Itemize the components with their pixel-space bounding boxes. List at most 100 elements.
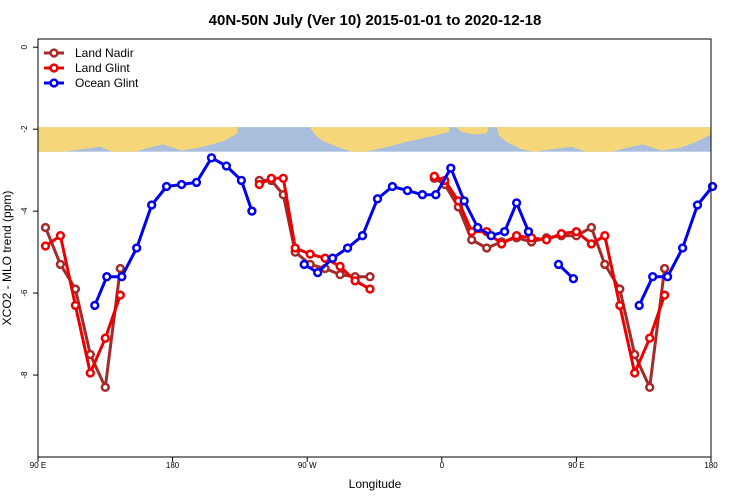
data-point-ocean-glint <box>511 198 522 208</box>
y-tick-label: -8 <box>20 371 29 379</box>
legend-label: Land Nadir <box>75 46 134 60</box>
data-point-land-glint <box>615 300 625 311</box>
data-point-land-glint <box>467 226 477 237</box>
data-point-land-glint <box>100 333 110 343</box>
x-tick-label: 90 E <box>568 461 584 470</box>
data-point-land-nadir <box>659 263 670 274</box>
data-point-ocean-glint <box>568 274 579 284</box>
data-point-land-nadir <box>467 235 477 245</box>
data-point-land-glint <box>541 235 552 245</box>
data-point-ocean-glint <box>313 267 323 278</box>
data-point-ocean-glint <box>327 253 338 263</box>
data-point-ocean-glint <box>176 179 187 190</box>
data-point-ocean-glint <box>90 300 100 311</box>
data-point-ocean-glint <box>102 272 112 282</box>
legend-item-land-glint: Land Glint <box>44 61 130 75</box>
world-map-strip <box>38 127 711 152</box>
data-point-ocean-glint <box>692 200 703 210</box>
data-point-land-glint <box>290 243 300 253</box>
data-point-land-glint <box>305 249 315 259</box>
data-point-ocean-glint <box>236 175 247 186</box>
data-point-ocean-glint <box>446 163 456 173</box>
series-line-land-nadir <box>44 226 122 389</box>
data-point-land-glint <box>365 284 375 294</box>
land-mass <box>496 127 711 152</box>
series-layer <box>40 153 718 392</box>
data-point-ocean-glint <box>247 206 257 216</box>
legend-marker <box>49 63 59 73</box>
data-point-ocean-glint <box>372 194 383 204</box>
data-point-land-glint <box>70 300 81 311</box>
y-tick-label: -4 <box>20 207 29 215</box>
data-point-land-glint <box>630 368 640 378</box>
data-point-ocean-glint <box>648 272 658 282</box>
plot-frame <box>37 38 712 458</box>
series-line-ocean-glint <box>303 166 530 275</box>
chart-title: 40N-50N July (Ver 10) 2015-01-01 to 2020… <box>209 12 542 29</box>
legend-item-ocean-glint: Ocean Glint <box>44 76 139 90</box>
data-point-land-glint <box>335 261 345 272</box>
data-point-ocean-glint <box>459 196 469 206</box>
data-point-ocean-glint <box>402 185 413 196</box>
data-point-land-nadir <box>645 382 655 392</box>
y-tick-label: 0 <box>20 44 29 49</box>
data-point-ocean-glint <box>117 272 127 282</box>
data-point-land-nadir <box>115 263 125 274</box>
y-tick-label: -2 <box>20 125 29 133</box>
y-axis-label: XCO2 - MLO trend (ppm) <box>0 191 14 326</box>
legend-label: Ocean Glint <box>75 76 139 90</box>
data-point-land-glint <box>645 333 655 343</box>
x-tick-label: 180 <box>704 461 718 470</box>
data-point-ocean-glint <box>431 190 441 200</box>
data-point-ocean-glint <box>299 259 309 270</box>
data-point-land-glint <box>320 253 330 263</box>
series-line-land-nadir <box>259 178 370 279</box>
data-point-land-glint <box>600 231 610 241</box>
legend-marker <box>49 78 59 88</box>
y-axis: 0 -2 -4 -6 -8 <box>20 44 38 379</box>
data-point-land-nadir <box>40 222 51 233</box>
data-point-ocean-glint <box>523 226 534 237</box>
data-point-ocean-glint <box>161 181 172 192</box>
data-point-land-nadir <box>586 222 597 233</box>
data-point-land-nadir <box>55 259 66 270</box>
data-point-ocean-glint <box>191 177 202 188</box>
data-point-land-glint <box>556 229 567 239</box>
x-axis-label: Longitude <box>349 477 402 491</box>
data-point-land-nadir <box>600 259 610 270</box>
data-point-ocean-glint <box>147 200 157 210</box>
data-point-ocean-glint <box>357 231 368 241</box>
data-point-land-glint <box>266 173 276 183</box>
land-mass <box>309 127 450 152</box>
data-point-ocean-glint <box>473 222 483 233</box>
data-point-land-nadir <box>100 382 110 392</box>
data-point-ocean-glint <box>677 243 688 253</box>
data-point-ocean-glint <box>662 272 673 282</box>
land-mass <box>455 127 490 135</box>
x-tick-label: 90 E <box>30 461 46 470</box>
data-point-land-glint <box>55 231 66 241</box>
y-tick-label: -6 <box>20 289 29 297</box>
data-point-ocean-glint <box>417 190 428 200</box>
data-point-land-glint <box>659 290 670 300</box>
series-ocean-glint <box>90 153 718 311</box>
data-point-ocean-glint <box>221 161 232 171</box>
x-tick-label: 180 <box>166 461 180 470</box>
data-point-ocean-glint <box>206 153 217 163</box>
data-point-land-nadir <box>335 269 345 280</box>
data-point-land-glint <box>85 368 95 378</box>
data-point-land-glint <box>586 239 597 249</box>
data-point-land-glint <box>278 173 288 183</box>
x-tick-label: 90 W <box>298 461 317 470</box>
data-point-ocean-glint <box>486 231 496 241</box>
data-point-land-nadir <box>482 243 492 253</box>
data-point-land-glint <box>115 290 125 300</box>
data-point-land-nadir <box>365 272 375 282</box>
data-point-land-glint <box>511 231 522 241</box>
legend-item-land-nadir: Land Nadir <box>44 46 134 60</box>
data-point-land-glint <box>40 241 51 251</box>
legend-label: Land Glint <box>75 61 130 75</box>
legend-marker <box>49 48 59 58</box>
data-point-ocean-glint <box>553 259 564 270</box>
